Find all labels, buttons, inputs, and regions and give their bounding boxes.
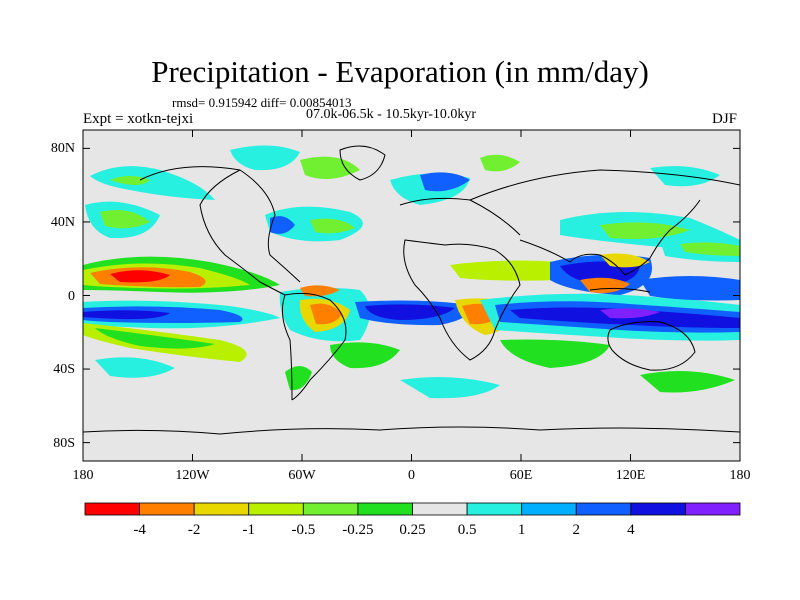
colorbar-label: 4 (627, 522, 635, 538)
field-patch (310, 303, 342, 325)
field-patch (230, 145, 300, 171)
colorbar-swatch (248, 502, 304, 516)
colorbar-label: -0.25 (342, 522, 374, 538)
colorbar-swatch (412, 502, 468, 516)
lon-tick-label: 180 (729, 468, 751, 483)
field-patch (95, 328, 215, 349)
field-patch (640, 276, 740, 301)
coastline-australia (607, 321, 696, 371)
coastline-africa (403, 239, 521, 361)
season-label: DJF (712, 111, 738, 127)
colorbar-swatch (521, 502, 577, 516)
colorbar-swatch (84, 502, 140, 516)
field-patch (600, 253, 650, 268)
colorbar-label: -4 (133, 522, 146, 538)
coastline-south-america (284, 292, 347, 401)
colorbar-swatch (139, 502, 195, 516)
field-layer (83, 130, 740, 461)
lat-tick-label: 40S (53, 362, 75, 378)
field-patch (330, 342, 400, 369)
field-patch (600, 222, 690, 239)
colorbar-swatch (357, 502, 413, 516)
field-patch (420, 172, 470, 192)
field-patch (640, 371, 735, 393)
period-label: 07.0k-06.5k - 10.5kyr-10.0kyr (306, 107, 477, 122)
lon-tick-label: 0 (408, 468, 415, 483)
lon-tick-label: 120W (175, 468, 210, 483)
lat-tick-label: 80N (50, 141, 75, 157)
coastline-south-america (281, 294, 293, 401)
colorbar-label: 0.25 (399, 522, 426, 538)
lat-tick-label: 40N (50, 214, 75, 230)
field-patch (500, 339, 610, 368)
coastline-indonesia (589, 287, 651, 293)
field-patch (110, 176, 150, 185)
colorbar-label: -0.5 (291, 522, 316, 538)
colorbar-label: 1 (517, 522, 526, 538)
field-patch (95, 357, 175, 378)
coastline-north-america (199, 169, 286, 296)
colorbar-label: -2 (187, 522, 201, 538)
colorbar-swatch (630, 502, 686, 516)
coastline-greenland (339, 145, 386, 181)
coastline-antarctica (83, 426, 740, 435)
field-patch (270, 216, 295, 234)
lat-tick-label: 0 (68, 288, 75, 304)
colorbar-swatch (685, 502, 741, 516)
colorbar-swatch (193, 502, 250, 516)
field-patch (365, 304, 455, 320)
field-patch (450, 260, 575, 281)
field-patch (560, 261, 640, 286)
field-patch (100, 209, 150, 229)
field-patch (110, 270, 170, 283)
axis-ticks (82, 130, 741, 461)
field-patch (300, 156, 360, 179)
field-patch (400, 376, 500, 399)
field-patch (480, 154, 520, 172)
colorbar-swatch (466, 502, 523, 516)
coastline-europe (399, 197, 521, 236)
experiment-label: Expt = xotkn-tejxi (83, 111, 194, 127)
colorbar-label: 2 (572, 522, 581, 538)
colorbar-label: -1 (242, 522, 256, 538)
coastline-asia (519, 199, 701, 276)
coastline-north-america (139, 166, 301, 283)
colorbar-label: 0.5 (457, 522, 477, 538)
lat-tick-label: 80S (53, 435, 75, 451)
field-patch (680, 242, 740, 256)
field-patch (310, 218, 355, 234)
chart-title: Precipitation - Evaporation (in mm/day) (151, 54, 649, 89)
field-patch (600, 308, 660, 319)
stats-text: rmsd= 0.915942 diff= 0.00854013 (172, 95, 352, 110)
colorbar-swatch (575, 502, 632, 516)
coastlines (83, 145, 740, 435)
field-patch (83, 310, 170, 320)
colorbar (84, 502, 741, 516)
lon-tick-label: 60W (288, 468, 316, 483)
field-patch (90, 166, 215, 200)
lon-tick-label: 180 (72, 468, 94, 483)
lon-tick-label: 120E (615, 468, 646, 483)
lon-tick-label: 60E (509, 468, 533, 483)
colorbar-swatch (302, 502, 359, 516)
coastline-asia (469, 169, 740, 201)
